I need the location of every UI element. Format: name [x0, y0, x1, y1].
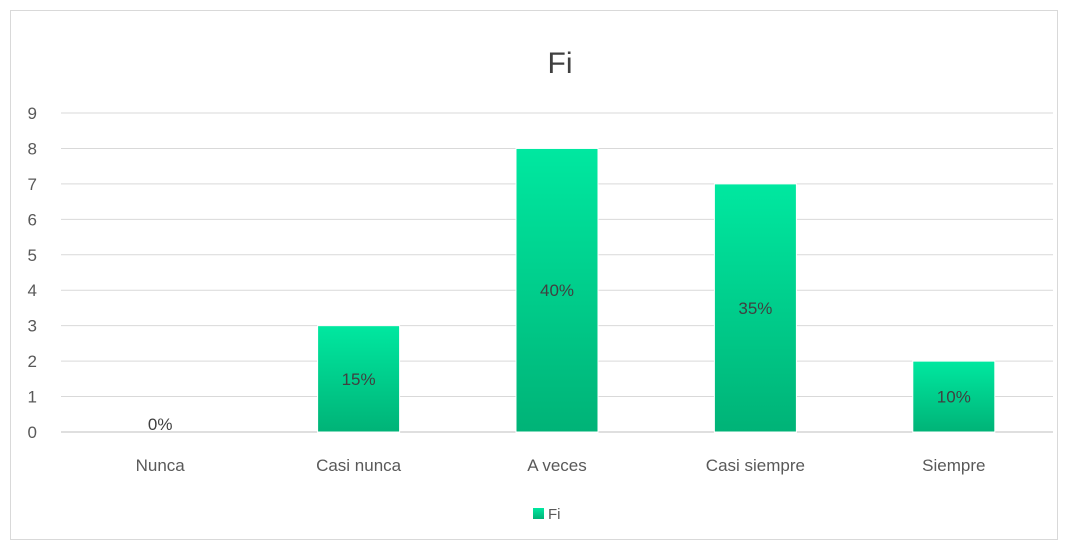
x-category-label: Siempre: [922, 456, 985, 475]
x-category-label: A veces: [527, 456, 587, 475]
y-tick-label: 5: [28, 246, 37, 265]
data-label: 15%: [342, 370, 376, 389]
data-label: 35%: [738, 299, 772, 318]
y-tick-label: 0: [28, 423, 37, 442]
x-axis-labels: Nunca Casi nunca A veces Casi siempre Siempr…: [136, 456, 986, 475]
bar: [912, 360, 996, 433]
legend-swatch: [533, 508, 544, 519]
y-axis-ticks: 0 1 2 3 4 5 6 7 8 9: [28, 104, 37, 442]
y-tick-label: 1: [28, 388, 37, 407]
chart-frame: Fi 0 1 2 3 4 5 6 7 8 9 0% 15% 40% 35% 10% Nunca Casi n…: [10, 10, 1058, 540]
chart-title: Fi: [548, 47, 573, 80]
bars: 0% 15% 40% 35% 10%: [148, 147, 996, 434]
data-label: 40%: [540, 281, 574, 300]
y-tick-label: 6: [28, 210, 37, 229]
y-tick-label: 8: [28, 139, 37, 158]
y-tick-label: 7: [28, 175, 37, 194]
y-tick-label: 2: [28, 352, 37, 371]
legend: Fi: [533, 506, 561, 523]
bar: [317, 325, 401, 433]
bar: [713, 183, 797, 433]
y-tick-label: 9: [28, 104, 37, 123]
x-category-label: Nunca: [136, 456, 186, 475]
data-label: 10%: [937, 388, 971, 407]
data-label: 0%: [148, 415, 173, 434]
x-category-label: Casi nunca: [316, 456, 402, 475]
bar: [515, 147, 599, 433]
x-category-label: Casi siempre: [706, 456, 805, 475]
bar-chart: Fi 0 1 2 3 4 5 6 7 8 9 0% 15% 40% 35% 10% Nunca Casi n…: [28, 47, 1053, 523]
legend-label: Fi: [548, 506, 561, 523]
y-tick-label: 4: [28, 281, 37, 300]
y-tick-label: 3: [28, 317, 37, 336]
